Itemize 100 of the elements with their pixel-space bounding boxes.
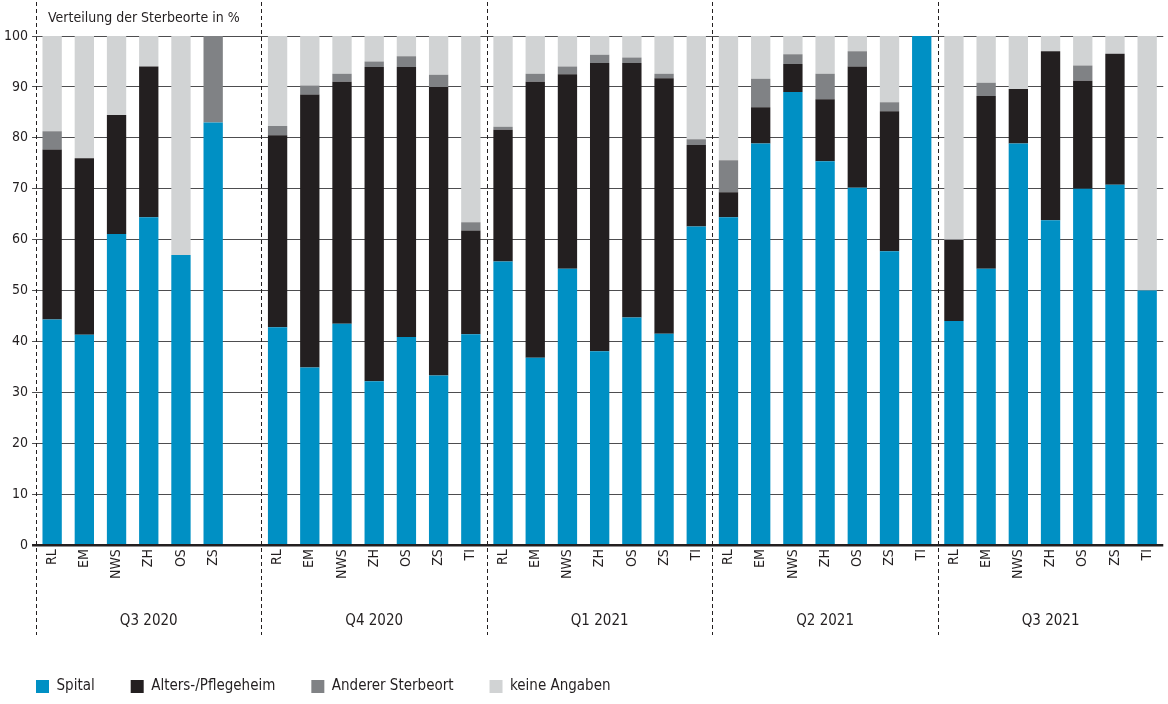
- x-tick-label: RL: [719, 549, 736, 565]
- bar: [267, 126, 288, 136]
- x-tick-label: NWS: [558, 549, 575, 579]
- bar: [557, 74, 578, 269]
- bar: [428, 86, 449, 376]
- x-tick-label: RL: [944, 549, 961, 565]
- x-tick-label: EM: [976, 549, 993, 568]
- y-tick-label: 50: [12, 281, 29, 298]
- x-tick-label: ZH: [139, 549, 156, 568]
- bar: [589, 54, 610, 63]
- bar: [783, 64, 803, 92]
- x-tick-label: TI: [461, 549, 478, 562]
- bar: [847, 187, 867, 544]
- bar: [74, 334, 95, 544]
- x-tick-label: EM: [300, 549, 317, 568]
- bar: [976, 82, 996, 97]
- bar: [783, 36, 803, 55]
- legend-label: Alters-/Pflegeheim: [151, 676, 276, 695]
- bar: [879, 251, 900, 544]
- bar: [1073, 80, 1093, 189]
- bar: [461, 36, 481, 223]
- bar: [815, 161, 835, 544]
- y-tick-label: 10: [12, 484, 29, 501]
- bar: [1137, 290, 1157, 544]
- bar: [622, 36, 642, 58]
- bar: [879, 102, 900, 112]
- x-tick-label: ZS: [203, 549, 220, 566]
- x-tick-label: EM: [751, 549, 768, 568]
- y-tick-label: 80: [12, 128, 29, 145]
- bar: [42, 149, 62, 320]
- bar: [106, 36, 127, 115]
- legend-label: Spital: [56, 676, 95, 695]
- bar: [622, 62, 642, 318]
- x-tick-label: TI: [1137, 549, 1154, 562]
- bar: [1137, 36, 1157, 291]
- bar: [300, 36, 320, 86]
- bar: [654, 36, 674, 74]
- bar: [74, 36, 95, 159]
- bar: [396, 36, 417, 57]
- bar: [428, 36, 449, 75]
- bar: [686, 36, 706, 140]
- bar: [493, 129, 513, 262]
- legend-label: keine Angaben: [510, 676, 611, 695]
- bar: [847, 66, 867, 188]
- x-tick-label: TI: [686, 549, 703, 562]
- bar: [203, 36, 223, 123]
- bar: [1040, 36, 1061, 52]
- bar: [751, 78, 771, 108]
- x-tick-label: ZS: [429, 549, 446, 566]
- bar: [267, 327, 288, 544]
- bar: [171, 254, 191, 544]
- bar: [1105, 184, 1125, 544]
- bar: [783, 92, 803, 544]
- bar: [912, 36, 932, 544]
- bar: [139, 217, 159, 544]
- x-tick-label: NWS: [107, 549, 124, 579]
- x-tick-label: ZH: [1041, 549, 1058, 568]
- bar: [428, 74, 449, 87]
- bar: [944, 321, 964, 544]
- bar: [589, 351, 610, 544]
- bar: [396, 56, 417, 68]
- bar: [686, 139, 706, 145]
- bar: [654, 78, 674, 334]
- bar: [396, 67, 417, 337]
- bar: [557, 268, 578, 544]
- bar: [1073, 65, 1093, 81]
- bar: [686, 226, 706, 544]
- y-tick-label: 40: [12, 332, 29, 349]
- bar: [1105, 53, 1125, 185]
- x-tick-label: OS: [397, 549, 414, 568]
- x-tick-label: TI: [912, 549, 929, 562]
- bar: [364, 67, 384, 382]
- x-tick-label: NWS: [783, 549, 800, 579]
- x-tick-label: NWS: [332, 549, 349, 579]
- bar: [847, 51, 867, 67]
- bar: [139, 66, 159, 218]
- bar: [42, 131, 62, 150]
- x-tick-label: RL: [493, 549, 510, 565]
- bar: [751, 107, 771, 144]
- bar: [106, 234, 127, 544]
- y-tick-label: 100: [3, 26, 29, 43]
- bar: [654, 333, 674, 544]
- bar: [622, 57, 642, 63]
- bar: [461, 222, 481, 231]
- bar: [1008, 36, 1029, 89]
- x-tick-label: ZH: [590, 549, 607, 568]
- x-tick-label: ZS: [880, 549, 897, 566]
- x-tick-label: OS: [171, 549, 188, 568]
- bar: [1040, 220, 1061, 544]
- bar: [42, 319, 62, 544]
- bar: [944, 239, 964, 322]
- text: Q3 2020: [119, 610, 178, 629]
- text: Q2 2021: [796, 610, 855, 629]
- bar: [300, 367, 320, 544]
- bar: [751, 36, 771, 79]
- bar: [654, 73, 674, 79]
- bar: [976, 96, 996, 269]
- bar: [267, 135, 288, 328]
- bar: [815, 73, 835, 100]
- bar: [525, 36, 545, 74]
